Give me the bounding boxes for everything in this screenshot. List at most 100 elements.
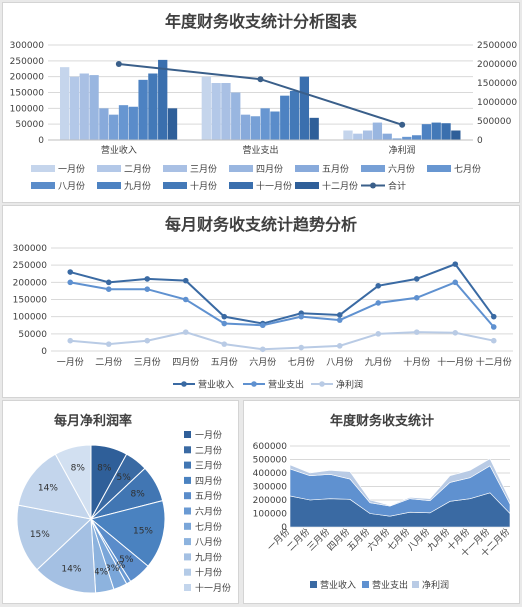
bar: [411, 135, 422, 140]
bar: [211, 83, 221, 140]
bar: [270, 111, 280, 140]
series-point: [221, 341, 228, 347]
slice-label: 1%: [111, 561, 126, 571]
series-point: [413, 276, 420, 282]
bar: [109, 114, 119, 140]
series-point: [490, 324, 497, 330]
series-point: [452, 279, 459, 286]
legend-swatch: [229, 165, 253, 172]
legend-swatch: [184, 476, 191, 484]
legend-label: 七月份: [454, 163, 481, 175]
legend-label: 净利润: [336, 379, 363, 391]
legend-swatch: [184, 507, 191, 515]
series-point: [375, 282, 382, 289]
pie-slice: [36, 517, 97, 594]
x-tick-label: 四月份: [172, 356, 199, 368]
x-tick-label: 净利润: [389, 144, 416, 156]
series-point: [336, 317, 343, 323]
bar-chart: 年度财务收支统计分析图表 0 50000 100000 150000 200000 2500…: [10, 12, 518, 192]
series-point: [105, 286, 112, 292]
legend-swatch: [184, 492, 191, 500]
chart-title: 年度财务收支统计: [330, 413, 434, 429]
legend-swatch: [163, 165, 187, 172]
slice-label: 8%: [97, 463, 112, 473]
y-tick-label: 100000: [13, 313, 48, 323]
bar: [451, 130, 461, 140]
legend-label: 十一月份: [256, 180, 292, 192]
y-tick-label: 100000: [10, 104, 45, 114]
x-tick-label: 九月份: [365, 356, 392, 368]
bar: [118, 105, 129, 140]
y2-tick-label: 1500000: [477, 79, 517, 89]
y2-tick-label: 0: [477, 136, 483, 146]
pie-slice: [89, 499, 166, 567]
y-tick-label: 400000: [253, 469, 288, 479]
total-point: [399, 121, 406, 128]
area-chart-panel: 年度财务收支统计 0 100000 200000 300000 400000 500000 6…: [243, 400, 520, 604]
series-point: [452, 330, 459, 336]
legend-label: 营业支出: [372, 579, 408, 591]
series-point: [490, 337, 497, 344]
total-point: [257, 76, 264, 83]
legend-label: 八月份: [195, 536, 222, 548]
bar: [309, 117, 319, 140]
legend-label: 十月份: [190, 180, 217, 192]
series-point: [375, 300, 382, 306]
slice-label: 4%: [94, 567, 109, 577]
y2-tick-label: 2500000: [477, 41, 517, 51]
bar: [60, 67, 70, 140]
legend-swatch: [184, 522, 191, 530]
legend-label: 九月份: [124, 180, 151, 192]
x-tick-label: 八月份: [326, 356, 353, 368]
legend-swatch: [295, 182, 319, 189]
series-point: [336, 312, 343, 318]
x-tick-label: 一月份: [57, 356, 84, 368]
y2-tick-label: 1000000: [477, 98, 517, 108]
legend-label: 四月份: [256, 163, 283, 175]
x-tick-label: 营业支出: [242, 144, 278, 156]
series-point: [298, 313, 305, 320]
y-tick-label: 600000: [253, 442, 288, 452]
bar: [69, 76, 80, 140]
series-line: [69, 262, 495, 325]
y2-tick-label: 2000000: [477, 60, 517, 70]
x-tick-label: 五月份: [211, 356, 238, 368]
legend-swatch: [97, 182, 121, 189]
x-tick-label: 六月份: [249, 356, 276, 368]
legend-label: 六月份: [195, 506, 222, 518]
legend-swatch: [184, 568, 191, 576]
legend-marker: [370, 182, 376, 189]
series-line: [70, 331, 494, 351]
line-chart: 每月财务收支统计趋势分析 0 50000 100000 150000 200000 2500…: [13, 215, 513, 391]
legend-label: 十月份: [195, 567, 222, 579]
pie-chart: 每月净利润率8%5%8%15%5%1%3%4%14%15%14%8%一月份二月份…: [16, 413, 231, 594]
legend-label: 五月份: [322, 163, 349, 175]
series-point: [413, 294, 420, 301]
bar: [231, 92, 241, 140]
series-point: [221, 313, 228, 320]
legend-swatch: [412, 581, 419, 588]
bar: [382, 133, 392, 140]
pie-slice: [54, 444, 92, 520]
y-tick-label: 50000: [15, 120, 44, 130]
series-point: [490, 313, 497, 320]
legend-swatch: [310, 581, 317, 588]
bar: [128, 106, 138, 140]
legend-swatch: [163, 182, 187, 189]
bar: [372, 122, 383, 140]
legend-swatch: [295, 165, 319, 172]
y-tick-label: 200000: [10, 73, 45, 83]
bar: [441, 123, 451, 140]
series-point: [67, 337, 74, 344]
bar: [280, 95, 290, 140]
x-tick-label: 十二月份: [476, 356, 512, 368]
y-tick-label: 300000: [253, 483, 288, 493]
legend-swatch: [31, 182, 55, 189]
series-line: [70, 281, 495, 328]
chart-title: 每月财务收支统计趋势分析: [165, 215, 357, 234]
line-chart-panel: 每月财务收支统计趋势分析 0 50000 100000 150000 200000 2500…: [2, 205, 520, 398]
legend-label: 营业收入: [198, 379, 234, 391]
bar: [167, 108, 178, 140]
y-tick-label: 250000: [10, 57, 45, 67]
series-point: [375, 331, 382, 337]
